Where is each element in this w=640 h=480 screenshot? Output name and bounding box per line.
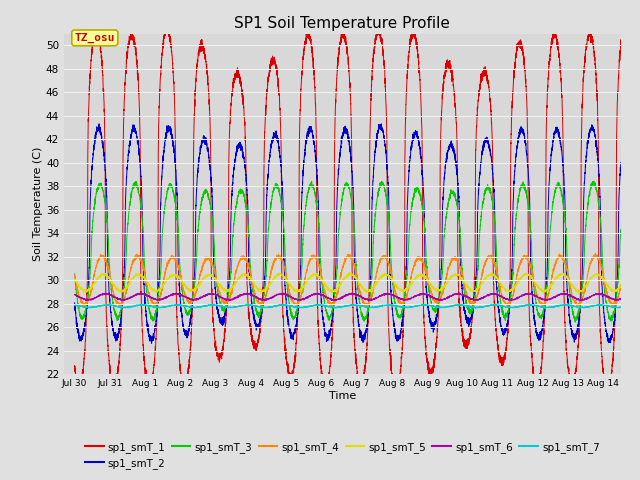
sp1_smT_5	[345, 270, 353, 276]
sp1_smT_6	[280, 291, 287, 297]
sp1_smT_3	[170, 191, 178, 197]
Line: sp1_smT_4: sp1_smT_4	[75, 253, 621, 307]
sp1_smT_3	[520, 183, 527, 189]
X-axis label: Time: Time	[329, 391, 356, 401]
sp1_smT_2	[170, 146, 178, 152]
sp1_smT_7	[479, 304, 486, 310]
Line: sp1_smT_7: sp1_smT_7	[75, 304, 621, 308]
sp1_smT_4	[591, 251, 599, 256]
sp1_smT_6	[520, 292, 528, 298]
sp1_smT_4	[426, 287, 434, 293]
Line: sp1_smT_1: sp1_smT_1	[75, 23, 621, 398]
sp1_smT_5	[71, 276, 79, 282]
sp1_smT_3	[478, 205, 486, 211]
sp1_smT_3	[398, 307, 406, 312]
sp1_smT_4	[71, 272, 79, 277]
sp1_smT_2	[71, 300, 79, 306]
sp1_smT_1	[617, 44, 625, 50]
sp1_smT_2	[520, 130, 528, 136]
sp1_smT_7	[280, 302, 287, 308]
sp1_smT_6	[118, 298, 126, 304]
sp1_smT_5	[575, 290, 582, 296]
sp1_smT_1	[93, 20, 101, 25]
sp1_smT_6	[617, 296, 625, 302]
sp1_smT_5	[617, 283, 625, 289]
sp1_smT_1	[170, 79, 178, 85]
sp1_smT_7	[472, 305, 479, 311]
sp1_smT_2	[148, 340, 156, 346]
sp1_smT_7	[71, 303, 79, 309]
sp1_smT_1	[479, 76, 486, 82]
sp1_smT_2	[617, 159, 625, 165]
sp1_smT_6	[71, 292, 79, 298]
sp1_smT_1	[393, 395, 401, 401]
sp1_smT_6	[170, 292, 178, 298]
sp1_smT_5	[520, 273, 527, 278]
sp1_smT_5	[170, 272, 178, 278]
Legend: sp1_smT_1, sp1_smT_2, sp1_smT_3, sp1_smT_4, sp1_smT_5, sp1_smT_6, sp1_smT_7: sp1_smT_1, sp1_smT_2, sp1_smT_3, sp1_smT…	[81, 438, 604, 473]
sp1_smT_7	[490, 301, 498, 307]
sp1_smT_4	[520, 253, 527, 259]
Line: sp1_smT_2: sp1_smT_2	[75, 124, 621, 343]
Text: TZ_osu: TZ_osu	[75, 33, 115, 43]
sp1_smT_2	[426, 319, 434, 324]
Line: sp1_smT_3: sp1_smT_3	[75, 181, 621, 322]
sp1_smT_7	[170, 302, 178, 308]
sp1_smT_2	[399, 320, 406, 325]
sp1_smT_3	[280, 218, 287, 224]
sp1_smT_5	[280, 273, 287, 279]
sp1_smT_5	[426, 280, 434, 286]
sp1_smT_4	[479, 271, 486, 277]
sp1_smT_7	[426, 302, 434, 308]
Title: SP1 Soil Temperature Profile: SP1 Soil Temperature Profile	[234, 16, 451, 31]
sp1_smT_3	[589, 179, 597, 184]
sp1_smT_2	[280, 221, 287, 227]
sp1_smT_6	[426, 293, 434, 299]
sp1_smT_1	[280, 313, 287, 319]
sp1_smT_3	[572, 319, 579, 325]
Line: sp1_smT_6: sp1_smT_6	[75, 293, 621, 301]
Line: sp1_smT_5: sp1_smT_5	[75, 273, 621, 293]
sp1_smT_2	[95, 121, 103, 127]
Y-axis label: Soil Temperature (C): Soil Temperature (C)	[33, 147, 43, 261]
sp1_smT_2	[479, 149, 486, 155]
sp1_smT_5	[479, 280, 486, 286]
sp1_smT_1	[520, 54, 528, 60]
sp1_smT_7	[617, 304, 625, 310]
sp1_smT_3	[426, 293, 434, 299]
sp1_smT_6	[348, 290, 356, 296]
sp1_smT_3	[617, 227, 625, 232]
sp1_smT_4	[280, 262, 287, 268]
sp1_smT_6	[479, 295, 486, 301]
sp1_smT_1	[426, 367, 434, 373]
sp1_smT_1	[71, 363, 79, 369]
sp1_smT_4	[399, 300, 406, 305]
sp1_smT_6	[399, 296, 406, 301]
sp1_smT_5	[399, 287, 406, 293]
sp1_smT_4	[150, 304, 158, 310]
sp1_smT_4	[617, 285, 625, 290]
sp1_smT_1	[399, 347, 406, 352]
sp1_smT_7	[398, 304, 406, 310]
sp1_smT_7	[520, 303, 528, 309]
sp1_smT_4	[170, 255, 178, 261]
sp1_smT_3	[71, 271, 79, 276]
